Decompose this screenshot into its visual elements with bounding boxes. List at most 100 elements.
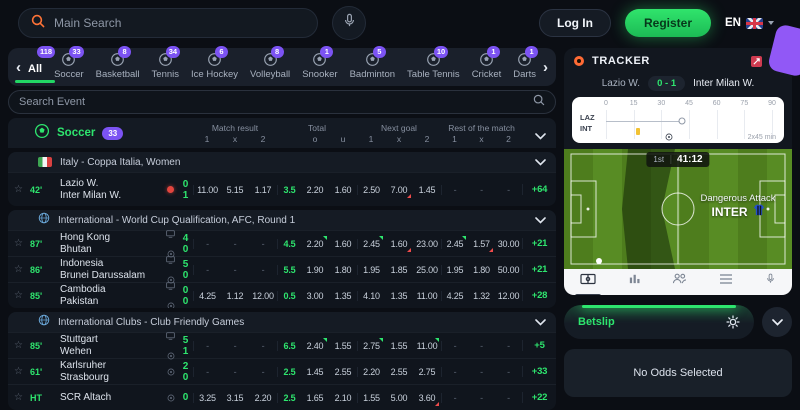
league-header[interactable]: International - World Cup Qualification,… (8, 210, 556, 230)
more-markets-count[interactable]: +33 (522, 366, 556, 377)
odd-match-result-x[interactable]: 3.15 (226, 392, 244, 403)
favorite-star-icon[interactable]: ☆ (14, 366, 23, 377)
odd-next-goal-1[interactable]: 4.10 (357, 290, 385, 301)
odd-total-under[interactable]: 2.10 (334, 392, 352, 403)
betslip-collapse-button[interactable] (762, 307, 792, 337)
odd-next-goal-1[interactable]: 1.95 (357, 264, 385, 275)
odd-rest-1[interactable]: 1.95 (441, 264, 468, 275)
match-teams[interactable]: Indonesia Brunei Darussalam (60, 258, 163, 281)
odd-rest-x[interactable]: - (480, 184, 483, 195)
odd-match-result-x[interactable]: - (233, 366, 237, 377)
odd-rest-2[interactable]: - (507, 392, 510, 403)
league-header[interactable]: International Clubs - Club Friendly Game… (8, 312, 556, 332)
sport-tab-all[interactable]: 118 All (25, 45, 56, 81)
event-search[interactable] (8, 90, 556, 114)
odd-match-result-2[interactable]: 1.17 (254, 184, 272, 195)
odd-match-result-1[interactable]: 11.00 (193, 184, 221, 195)
tracker-tab-stats[interactable] (620, 268, 649, 295)
more-markets-count[interactable]: +22 (522, 392, 556, 403)
odd-rest-x[interactable]: - (480, 366, 483, 377)
voice-search-button[interactable] (332, 6, 366, 40)
odd-rest-2[interactable]: - (507, 366, 510, 377)
odd-match-result-1[interactable]: - (193, 366, 221, 377)
odd-next-goal-2[interactable]: 11.00 (413, 337, 441, 351)
language-selector[interactable]: EN (725, 17, 774, 29)
match-row-indonesia[interactable]: ☆ 86' Indonesia Brunei Darussalam 5 0 - … (8, 255, 556, 283)
sport-tab-cricket[interactable]: 1 Cricket (469, 46, 505, 86)
odd-total-under[interactable]: 1.55 (334, 340, 352, 351)
odd-rest-2[interactable]: 30.00 (497, 238, 520, 249)
odd-total-over[interactable]: 2.20 (306, 184, 324, 195)
login-button[interactable]: Log In (538, 9, 611, 37)
match-teams[interactable]: Lazio W. Inter Milan W. (60, 178, 163, 201)
odd-match-result-1[interactable]: - (193, 238, 221, 249)
odd-match-result-1[interactable]: 4.25 (193, 290, 221, 301)
soccer-group[interactable]: Soccer 33 (8, 123, 193, 144)
odd-rest-1[interactable]: - (441, 392, 468, 403)
odd-total-under[interactable]: 2.55 (334, 366, 352, 377)
odd-total-under[interactable]: 1.35 (334, 290, 352, 301)
odd-total-under[interactable]: 1.60 (334, 184, 352, 195)
odd-next-goal-2[interactable]: 25.00 (416, 264, 438, 275)
odd-match-result-2[interactable]: 12.00 (252, 290, 274, 301)
odd-next-goal-2[interactable]: 23.00 (416, 238, 438, 249)
odd-rest-2[interactable]: - (507, 184, 510, 195)
odd-next-goal-x[interactable]: 1.35 (390, 290, 408, 301)
sport-tab-ice-hockey[interactable]: 6 Ice Hockey (188, 46, 241, 86)
league-collapse-icon[interactable] (535, 153, 546, 171)
odd-rest-2[interactable]: 50.00 (497, 264, 520, 275)
odd-rest-2[interactable]: - (507, 340, 510, 351)
match-teams[interactable]: SCR Altach (60, 392, 163, 404)
sport-tab-volleyball[interactable]: 8 Volleyball (247, 46, 293, 86)
odd-rest-x[interactable]: 1.32 (473, 290, 490, 301)
odd-match-result-x[interactable]: 5.15 (226, 184, 244, 195)
more-markets-count[interactable]: +64 (522, 184, 556, 195)
betslip-settings-icon[interactable] (726, 315, 740, 329)
more-markets-count[interactable]: +28 (522, 290, 556, 301)
odd-next-goal-1[interactable]: 2.50 (357, 184, 385, 195)
favorite-star-icon[interactable]: ☆ (14, 184, 23, 195)
sport-tab-table-tennis[interactable]: 10 Table Tennis (404, 46, 463, 86)
odd-match-result-x[interactable]: - (233, 340, 237, 351)
odd-match-result-x[interactable]: - (233, 264, 237, 275)
match-row-karlsruher[interactable]: ☆ 61' Karlsruher Strasbourg 2 0 - - - 2.… (8, 358, 556, 384)
odd-match-result-1[interactable]: 3.25 (193, 392, 221, 403)
more-markets-count[interactable]: +5 (522, 340, 556, 351)
odd-rest-x[interactable]: - (480, 392, 483, 403)
league-collapse-icon[interactable] (535, 313, 546, 331)
more-markets-count[interactable]: +21 (522, 264, 556, 275)
match-row-hong-kong[interactable]: ☆ 87' Hong Kong Bhutan 4 0 - - - 4.5 2.2… (8, 229, 556, 257)
odd-next-goal-x[interactable]: 5.00 (390, 392, 408, 403)
odd-rest-1[interactable]: - (441, 366, 468, 377)
odd-match-result-2[interactable]: - (261, 366, 265, 377)
sport-tab-soccer[interactable]: 33 Soccer (51, 46, 87, 86)
odd-rest-1[interactable]: 4.25 (441, 290, 468, 301)
sport-tab-basketball[interactable]: 8 Basketball (93, 46, 143, 86)
odd-next-goal-1[interactable]: 1.55 (357, 392, 385, 403)
odd-next-goal-2[interactable]: 2.75 (418, 366, 436, 377)
odd-total-over[interactable]: 1.90 (306, 264, 324, 275)
match-row-lazio-w-[interactable]: ☆ 42' Lazio W. Inter Milan W. 0 1 11.00 … (8, 172, 556, 206)
event-search-input[interactable] (19, 96, 533, 108)
favorite-star-icon[interactable]: ☆ (14, 340, 23, 351)
betslip-bar[interactable]: Betslip (564, 305, 754, 339)
odd-rest-1[interactable]: - (441, 184, 468, 195)
tabs-scroll-right-icon[interactable]: › (543, 58, 548, 76)
odd-match-result-x[interactable]: 1.12 (226, 290, 244, 301)
odd-total-over[interactable]: 1.65 (306, 392, 324, 403)
odd-rest-1[interactable]: 2.45 (441, 235, 468, 249)
odd-next-goal-1[interactable]: 2.20 (357, 366, 385, 377)
odd-next-goal-2[interactable]: 3.60 (413, 393, 441, 406)
odd-next-goal-1[interactable]: 2.45 (357, 235, 385, 249)
odd-next-goal-x[interactable]: 2.55 (390, 366, 408, 377)
main-search[interactable] (18, 8, 318, 38)
match-teams[interactable]: Karlsruher Strasbourg (60, 360, 163, 383)
sport-tab-darts[interactable]: 1 Darts (510, 46, 539, 86)
sport-tab-badminton[interactable]: 5 Badminton (347, 46, 398, 86)
odd-match-result-1[interactable]: - (193, 340, 221, 351)
favorite-star-icon[interactable]: ☆ (14, 392, 23, 403)
odd-rest-x[interactable]: 1.57 (468, 239, 495, 252)
tracker-stats-icon[interactable] (751, 55, 762, 67)
register-button[interactable]: Register (624, 9, 712, 37)
tracker-tab-lineups[interactable] (664, 268, 695, 295)
